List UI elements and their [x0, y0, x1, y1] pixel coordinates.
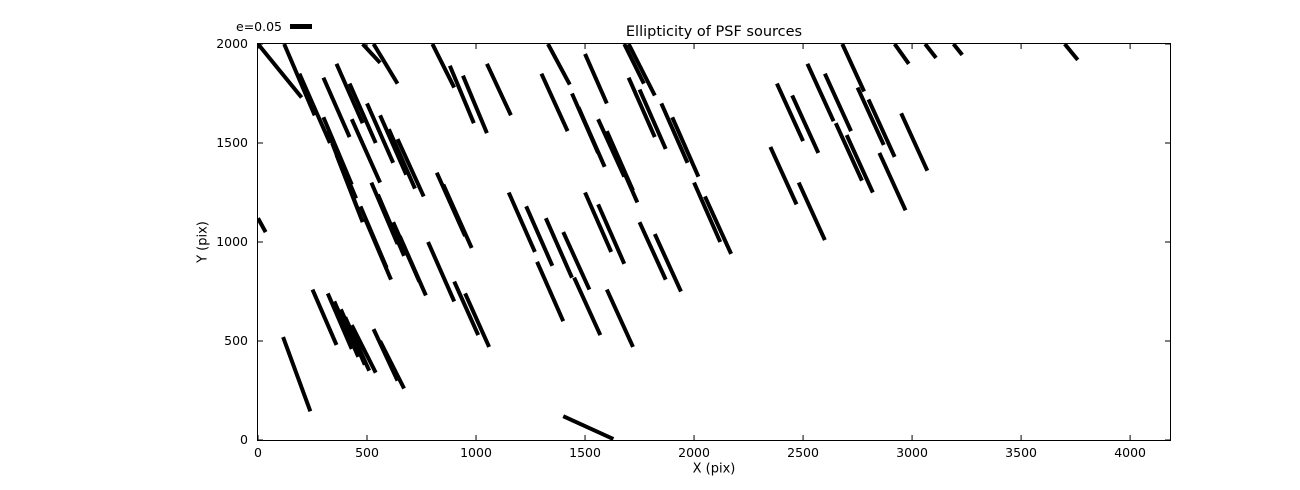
ellipticity-segment	[866, 98, 897, 158]
ellipticity-segment	[605, 288, 635, 348]
ellipticity-segment	[670, 116, 701, 178]
ellipticity-segment	[626, 76, 657, 138]
ellipticity-segment	[768, 146, 799, 206]
x-tick-label: 1000	[460, 445, 492, 460]
ellipticity-segment	[506, 191, 537, 253]
ellipticity-segment	[258, 217, 268, 234]
ellipticity-segment	[833, 122, 864, 182]
legend-label: e=0.05	[236, 19, 282, 34]
ellipticity-segment	[347, 82, 378, 144]
ellipticity-segment	[877, 152, 908, 212]
ellipticity-segment	[562, 414, 615, 440]
x-tick-label: 2000	[678, 445, 710, 460]
ellipticity-segment	[775, 82, 805, 142]
ellipticity-segment	[790, 94, 821, 154]
ellipticity-segment	[448, 65, 476, 124]
x-tick-label: 500	[355, 445, 379, 460]
ellipticity-segment	[583, 191, 614, 253]
ellipticity-segment	[378, 340, 406, 390]
ellipticity-segment	[463, 292, 491, 348]
ellipticity-segment	[426, 241, 457, 303]
ellipticity-segment	[1063, 44, 1080, 62]
ellipticity-segment	[659, 102, 690, 164]
ellipticity-segment	[561, 231, 592, 291]
chart-title: Ellipticity of PSF sources	[625, 24, 803, 40]
ellipticity-segment	[923, 44, 938, 60]
ellipticity-segment	[703, 195, 733, 255]
ellipticity-segment	[297, 72, 332, 144]
ellipticity-segment	[321, 76, 352, 138]
ellipticity-segment	[609, 142, 640, 204]
ellipticity-segment	[365, 102, 396, 164]
x-tick-label: 3000	[896, 445, 928, 460]
ellipticity-segment	[430, 44, 457, 89]
ellipticity-segment	[349, 118, 382, 184]
ellipticity-segment	[855, 86, 886, 146]
ellipticity-segment	[805, 62, 836, 123]
ellipticity-segment	[332, 300, 361, 358]
ellipticity-segment	[844, 134, 875, 194]
ellipticity-segment	[626, 44, 657, 97]
ellipticity-segment	[893, 44, 911, 65]
segments-canvas	[258, 44, 1170, 440]
ellipticity-segment	[652, 233, 683, 293]
y-tick-label: 0	[240, 432, 248, 447]
y-tick-label: 1000	[216, 234, 248, 249]
ellipticity-segment	[485, 62, 513, 117]
ellipticity-segment	[543, 217, 574, 279]
ellipticity-segment	[572, 276, 603, 336]
ellipticity-segment	[378, 114, 409, 176]
ellipticity-segment	[371, 44, 400, 85]
ellipticity-segment	[622, 44, 646, 85]
ellipticity-segment	[386, 128, 417, 190]
ellipticity-segment	[692, 181, 723, 243]
ellipticity-segment	[376, 193, 406, 257]
ellipticity-segment	[546, 44, 572, 86]
legend-line-sample	[290, 24, 312, 29]
x-axis-label: X (pix)	[692, 461, 736, 477]
x-tick-label: 2500	[787, 445, 819, 460]
ellipticity-segment	[281, 336, 313, 412]
ellipticity-segment	[637, 88, 668, 150]
ellipticity-segment	[343, 316, 372, 372]
x-tick-label: 1500	[569, 445, 601, 460]
y-tick-label: 1500	[216, 135, 248, 150]
ellipticity-segment	[441, 183, 474, 249]
ellipticity-segment	[840, 44, 866, 93]
ellipticity-segment	[637, 221, 668, 281]
y-tick-label: 500	[224, 333, 248, 348]
ellipticity-segment	[258, 44, 304, 99]
ellipticity-segment	[349, 324, 378, 374]
legend: e=0.05	[236, 19, 312, 34]
y-tick-label: 2000	[216, 36, 248, 51]
ellipticity-segment	[334, 62, 365, 125]
ellipticity-segment	[796, 181, 827, 241]
ellipticity-segment	[461, 74, 489, 134]
x-tick-label: 3500	[1005, 445, 1037, 460]
ellipticity-segment	[539, 72, 570, 132]
plot-area	[257, 43, 1171, 441]
ellipticity-segment	[362, 217, 393, 281]
ellipticity-segment	[899, 112, 930, 172]
x-tick-label: 0	[254, 445, 262, 460]
ellipticity-segment	[576, 106, 607, 168]
ellipticity-segment	[361, 44, 382, 65]
ellipticity-segment	[395, 138, 426, 198]
ellipticity-segment	[282, 44, 317, 117]
x-tick-label: 4000	[1114, 445, 1146, 460]
ellipticity-segment	[596, 203, 627, 265]
ellipticity-segment	[524, 205, 555, 267]
ellipticity-segment	[397, 235, 428, 297]
ellipticity-segment	[452, 280, 481, 336]
ellipticity-segment	[951, 44, 964, 57]
ellipticity-segment	[535, 260, 566, 323]
ellipticity-segment	[310, 288, 339, 346]
ellipticity-segment	[823, 72, 853, 132]
ellipticity-segment	[334, 154, 365, 223]
ellipticity-segment	[325, 292, 354, 350]
ellipticity-segment	[583, 53, 609, 105]
